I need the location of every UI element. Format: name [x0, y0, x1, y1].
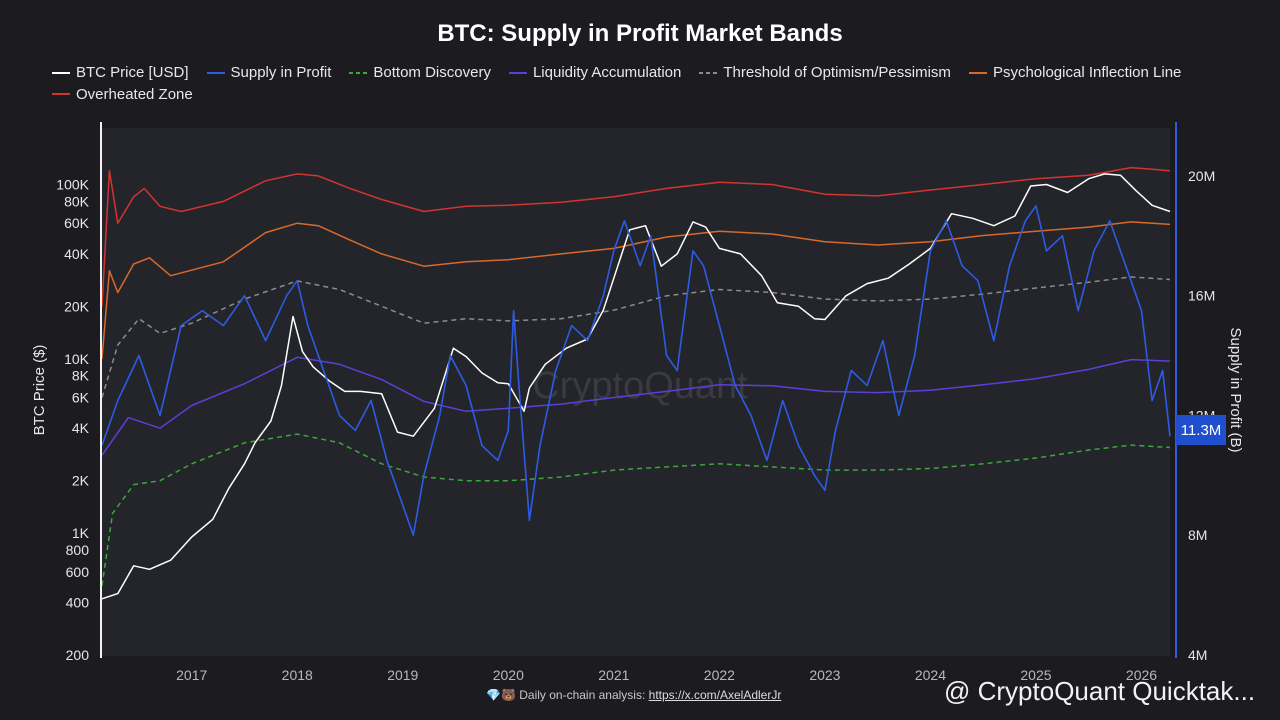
series-line-btc-price-usd-: [101, 173, 1171, 600]
legend-item[interactable]: Overheated Zone: [52, 84, 193, 105]
x-tick-label: 2023: [809, 667, 840, 683]
legend-swatch: [52, 71, 70, 74]
x-tick-label: 2022: [704, 667, 735, 683]
series-line-supply-in-profit: [101, 205, 1171, 537]
legend-swatch: [206, 71, 225, 74]
right-axis-label: Supply in Profit (B): [1227, 327, 1244, 452]
left-tick-label: 60K: [64, 215, 90, 231]
left-tick-label: 10K: [64, 351, 90, 367]
legend-swatch: [968, 71, 987, 74]
legend-item[interactable]: Liquidity Accumulation: [508, 62, 682, 83]
legend-label: Supply in Profit: [230, 64, 332, 81]
legend-label: Threshold of Optimism/Pessimism: [723, 64, 951, 81]
left-tick-label: 800: [66, 542, 90, 558]
left-tick-label: 1K: [72, 525, 90, 541]
left-tick-label: 2K: [72, 473, 90, 489]
legend-label: Psychological Inflection Line: [992, 64, 1182, 81]
chart-title: BTC: Supply in Profit Market Bands: [437, 20, 843, 47]
x-tick-label: 2025: [1020, 667, 1051, 683]
series-layer: [101, 166, 1171, 600]
legend-swatch: [52, 93, 70, 95]
footer-link[interactable]: https://x.com/AxelAdlerJr: [648, 688, 782, 702]
left-tick-label: 100K: [56, 177, 89, 193]
left-tick-label: 4K: [72, 420, 90, 436]
legend-item[interactable]: Supply in Profit: [206, 62, 332, 83]
chart-legend: BTC Price [USD] Supply in Profit Bottom Di…: [52, 62, 1252, 105]
legend-swatch: [508, 71, 527, 74]
x-tick-label: 2019: [387, 667, 418, 683]
legend-swatch: [349, 71, 368, 74]
series-line-bottom-discovery: [101, 433, 1171, 586]
left-axis-label: BTC Price ($): [31, 345, 48, 436]
right-tick-label: 4M: [1188, 647, 1207, 663]
right-tick-label: 8M: [1188, 527, 1207, 543]
series-line-overheated-zone: [101, 166, 1171, 307]
x-tick-label: 2021: [598, 667, 629, 683]
legend-item[interactable]: Threshold of Optimism/Pessimism: [699, 62, 951, 83]
series-line-liquidity-accumulation: [101, 356, 1171, 456]
left-tick-label: 20K: [64, 298, 90, 314]
left-tick-label: 600: [66, 564, 90, 580]
footer-prefix: Daily on-chain analysis:: [519, 688, 646, 702]
legend-item[interactable]: Psychological Inflection Line: [968, 62, 1182, 83]
legend-item[interactable]: Bottom Discovery: [349, 62, 491, 83]
x-tick-label: 2017: [176, 667, 207, 683]
legend-item[interactable]: BTC Price [USD]: [52, 62, 189, 83]
legend-label: BTC Price [USD]: [76, 64, 189, 81]
left-tick-label: 400: [66, 595, 90, 611]
series-line-psychological-inflection-line: [101, 221, 1171, 359]
left-tick-label: 6K: [72, 390, 90, 406]
x-tick-label: 2018: [282, 667, 313, 683]
footer: 💎🐻 Daily on-chain analysis: https://x.co…: [486, 688, 781, 702]
legend-label: Overheated Zone: [76, 85, 193, 103]
footer-icon: 💎🐻: [486, 688, 516, 702]
left-tick-label: 8K: [72, 368, 90, 384]
brand-watermark: @ CryptoQuant Quicktak...: [944, 676, 1256, 706]
legend-label: Bottom Discovery: [373, 64, 491, 81]
current-value-badge: 11.3M: [1176, 415, 1226, 445]
x-axis-ticks: 2017 2018 2019 2020 2021 2022 2023 2024 2025 2026: [176, 667, 1157, 683]
series-line-threshold-of-optimism-pessimism: [101, 276, 1171, 398]
left-tick-label: 80K: [64, 193, 90, 209]
right-tick-label: 16M: [1188, 288, 1215, 304]
left-tick-label: 40K: [64, 246, 90, 262]
legend-swatch: [699, 71, 718, 74]
x-tick-label: 2024: [915, 667, 946, 683]
left-tick-label: 200: [66, 647, 90, 663]
right-tick-label: 20M: [1188, 168, 1215, 184]
x-tick-label: 2020: [493, 667, 524, 683]
legend-label: Liquidity Accumulation: [532, 64, 682, 81]
x-tick-label: 2026: [1126, 667, 1157, 683]
